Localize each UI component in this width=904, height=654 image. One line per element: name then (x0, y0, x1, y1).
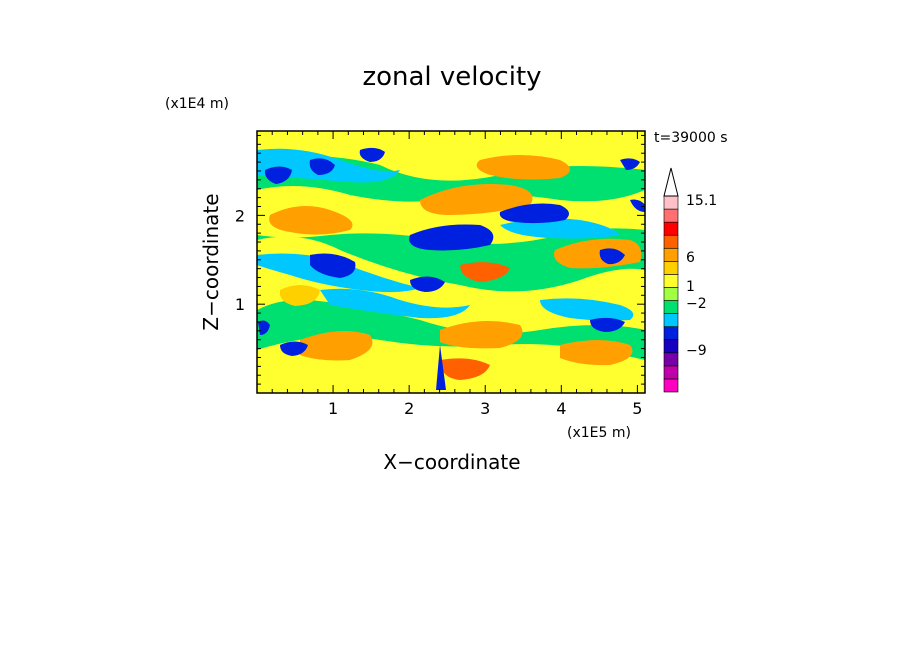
colorbar-label: 1 (686, 279, 695, 295)
y-unit-label: (x1E4 m) (165, 96, 229, 112)
colorbar-swatch (663, 287, 679, 301)
x-axis-label: X−coordinate (383, 450, 520, 474)
y-tick-labels: 12 (235, 206, 245, 314)
y-axis-label: Z−coordinate (199, 193, 223, 330)
colorbar-label: −9 (686, 343, 707, 359)
plot-frame (256, 130, 646, 394)
colorbar-extend-arrow (663, 167, 679, 197)
colorbar-swatch (663, 195, 679, 210)
colorbar-label: −2 (686, 296, 707, 312)
time-label: t=39000 s (654, 130, 728, 146)
colorbar-swatch (663, 208, 679, 223)
x-tick-label: 4 (556, 399, 566, 418)
y-tick-label: 1 (235, 295, 245, 314)
colorbar-swatch (663, 247, 679, 262)
colorbar-swatch (663, 221, 679, 236)
colorbar-swatch (663, 378, 679, 393)
x-tick-label: 2 (404, 399, 414, 418)
colorbar-swatch (663, 365, 679, 380)
colorbar-label: 15.1 (686, 193, 717, 209)
x-tick-label: 5 (632, 399, 642, 418)
x-unit-label: (x1E5 m) (567, 425, 631, 441)
contour-field (257, 131, 645, 393)
colorbar-swatch (663, 274, 679, 288)
x-tick-label: 1 (328, 399, 338, 418)
chart-title: zonal velocity (362, 62, 541, 92)
colorbar-swatch (663, 326, 679, 341)
colorbar-swatch (663, 300, 679, 314)
colorbar (663, 167, 679, 393)
colorbar-label: 6 (686, 250, 695, 266)
colorbar-swatch (663, 234, 679, 249)
colorbar-swatch (663, 313, 679, 327)
colorbar-labels: 15.1 6 1−2 −9 (686, 193, 717, 359)
y-tick-label: 2 (235, 206, 245, 225)
frame-ticks (257, 131, 645, 393)
colorbar-swatch (663, 261, 679, 275)
x-tick-labels: 1 2 3 4 5 (328, 399, 643, 418)
x-tick-label: 3 (480, 399, 490, 418)
colorbar-swatch (663, 339, 679, 354)
colorbar-swatch (663, 352, 679, 367)
